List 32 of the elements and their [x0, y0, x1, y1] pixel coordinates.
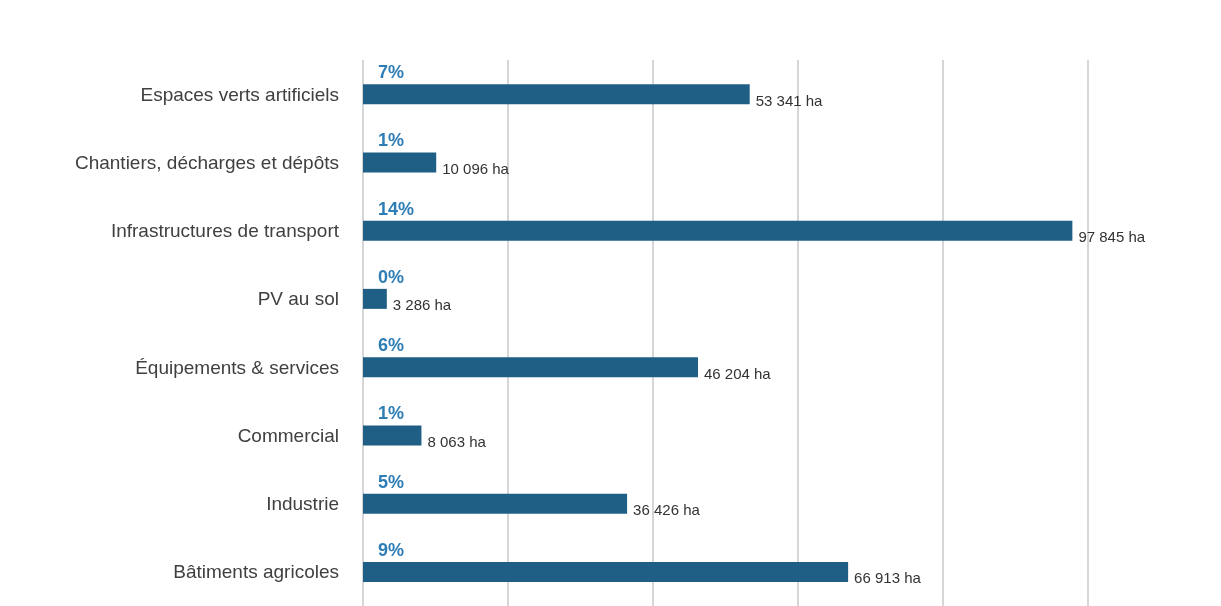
y-tick-label: Équipements & services — [135, 356, 339, 378]
y-tick-label: Industrie — [266, 493, 339, 515]
data-label: 3 286 ha — [392, 296, 452, 314]
data-label: 97 845 ha — [1078, 228, 1146, 246]
y-tick-label: Chantiers, décharges et dépôts — [74, 151, 339, 173]
data-label: 46 204 ha — [703, 364, 772, 382]
annotation: 14% — [378, 198, 415, 219]
annotation: 0% — [378, 266, 405, 287]
bar — [363, 561, 849, 582]
annotation: 5% — [378, 471, 405, 492]
annotation: 7% — [378, 62, 405, 83]
bar — [363, 220, 1073, 241]
bar — [363, 357, 698, 378]
bar — [363, 84, 750, 105]
annotation: 9% — [378, 539, 405, 560]
y-tick-label: Infrastructures de transport — [110, 220, 340, 242]
data-label: 53 341 ha — [755, 91, 824, 109]
annotation: 6% — [378, 335, 405, 356]
data-label: 8 063 ha — [427, 432, 487, 450]
bar — [363, 425, 422, 446]
data-label: 36 426 ha — [633, 501, 701, 519]
y-tick-label: PV au sol — [257, 288, 339, 310]
bar — [363, 288, 387, 309]
y-tick-label: Commercial — [237, 424, 339, 446]
y-tick-label: Bâtiments agricoles — [173, 561, 339, 583]
data-label: 10 096 ha — [442, 159, 510, 177]
y-tick-label: Espaces verts artificiels — [140, 83, 339, 105]
annotation: 1% — [378, 130, 405, 151]
data-label: 66 913 ha — [854, 569, 922, 587]
bar — [363, 493, 628, 514]
annotation: 1% — [378, 403, 405, 424]
bar — [363, 152, 437, 173]
